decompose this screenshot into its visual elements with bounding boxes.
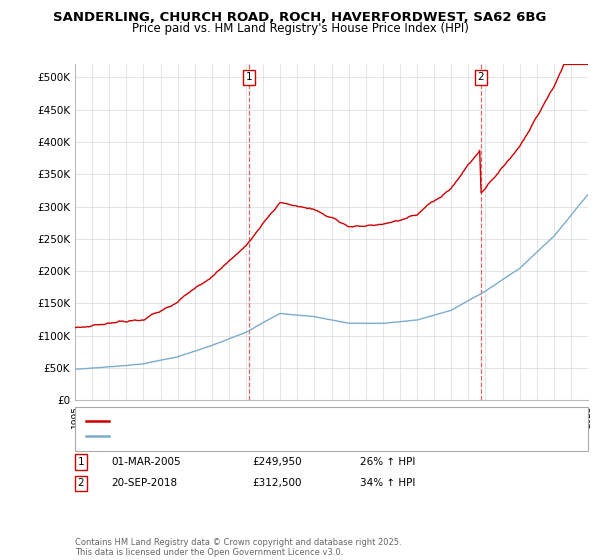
Text: Contains HM Land Registry data © Crown copyright and database right 2025.
This d: Contains HM Land Registry data © Crown c… [75,538,401,557]
Text: 1: 1 [77,457,85,467]
Text: 1: 1 [245,72,252,82]
Text: 2: 2 [477,72,484,82]
Text: 34% ↑ HPI: 34% ↑ HPI [360,478,415,488]
Text: SANDERLING, CHURCH ROAD, ROCH, HAVERFORDWEST, SA62 6BG (detached house): SANDERLING, CHURCH ROAD, ROCH, HAVERFORD… [115,417,518,426]
Text: Price paid vs. HM Land Registry's House Price Index (HPI): Price paid vs. HM Land Registry's House … [131,22,469,35]
Text: £249,950: £249,950 [252,457,302,467]
Text: 26% ↑ HPI: 26% ↑ HPI [360,457,415,467]
Text: 2: 2 [77,478,85,488]
Text: £312,500: £312,500 [252,478,302,488]
Text: HPI: Average price, detached house, Pembrokeshire: HPI: Average price, detached house, Pemb… [115,432,361,441]
Text: 20-SEP-2018: 20-SEP-2018 [111,478,177,488]
Text: 01-MAR-2005: 01-MAR-2005 [111,457,181,467]
Text: SANDERLING, CHURCH ROAD, ROCH, HAVERFORDWEST, SA62 6BG: SANDERLING, CHURCH ROAD, ROCH, HAVERFORD… [53,11,547,24]
